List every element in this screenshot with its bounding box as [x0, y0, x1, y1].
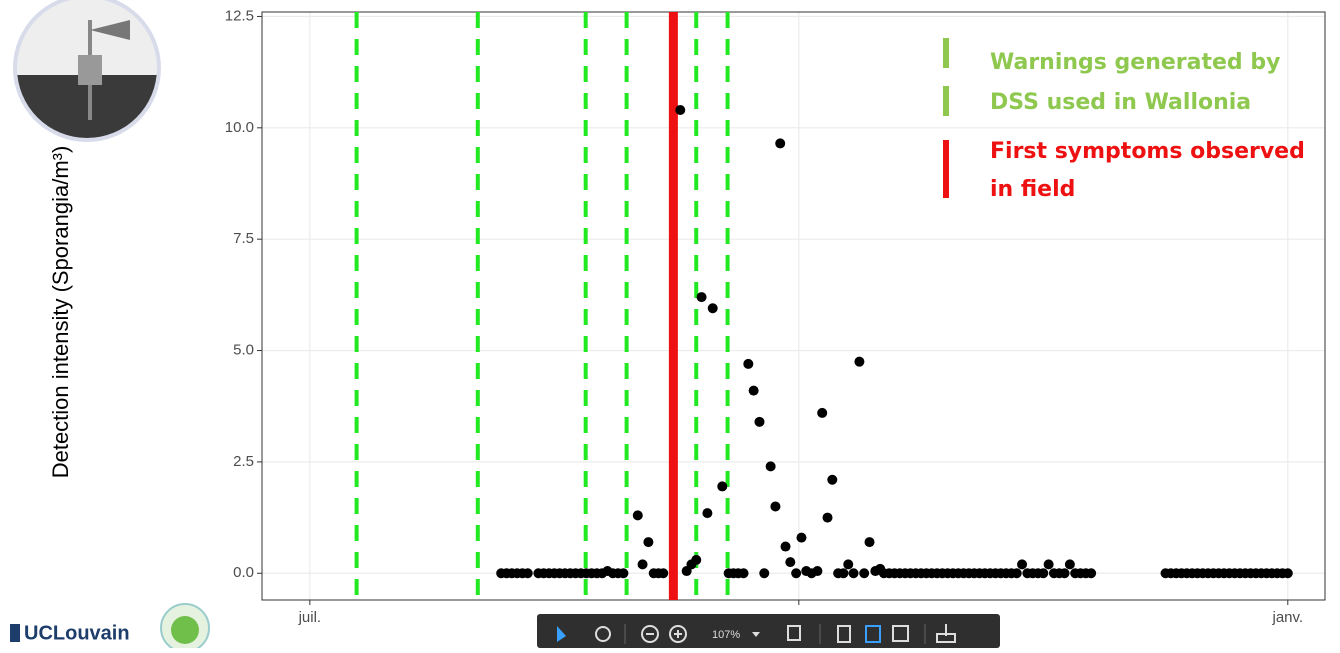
page: {"chart_data": {"type": "scatter", "y_la…: [0, 0, 1340, 648]
point: [1065, 559, 1075, 569]
point: [1086, 568, 1096, 578]
logo-text: UCLouvain: [24, 622, 130, 644]
legend-key: [943, 86, 949, 116]
point: [749, 386, 759, 396]
point: [843, 559, 853, 569]
x-tick-label: janv.: [1272, 609, 1304, 626]
point: [658, 568, 668, 578]
zoom-level[interactable]: 107%: [712, 629, 740, 641]
point: [638, 559, 648, 569]
point: [1038, 568, 1048, 578]
point: [775, 138, 785, 148]
logo: UCLouvain: [10, 604, 209, 648]
point: [1283, 568, 1293, 578]
point: [812, 566, 822, 576]
y-tick-label: 7.5: [233, 230, 254, 247]
point: [717, 481, 727, 491]
y-tick-label: 10.0: [225, 119, 254, 136]
point: [1017, 559, 1027, 569]
legend-label: Warnings generated by: [990, 50, 1280, 75]
point: [697, 292, 707, 302]
point: [766, 461, 776, 471]
point: [618, 568, 628, 578]
point: [675, 105, 685, 115]
chart: Detection intensity (Sporangia/m³) 0.0 2.…: [0, 0, 1340, 648]
point: [770, 501, 780, 511]
point: [1044, 559, 1054, 569]
point: [827, 475, 837, 485]
y-tick-label: 0.0: [233, 564, 254, 581]
point: [1012, 568, 1022, 578]
point: [708, 303, 718, 313]
point: [702, 508, 712, 518]
point: [817, 408, 827, 418]
y-axis-title: Detection intensity (Sporangia/m³): [48, 146, 73, 479]
point: [796, 533, 806, 543]
point: [633, 510, 643, 520]
toolbar: 107%: [537, 614, 1000, 648]
point: [523, 568, 533, 578]
point: [691, 555, 701, 565]
point: [781, 542, 791, 552]
y-tick-label: 12.5: [225, 7, 254, 24]
legend-label: DSS used in Wallonia: [990, 90, 1251, 115]
point: [754, 417, 764, 427]
point: [849, 568, 859, 578]
legend-label: in field: [990, 177, 1075, 202]
point: [823, 513, 833, 523]
legend-label: First symptoms observed: [990, 139, 1305, 164]
point: [859, 568, 869, 578]
point: [643, 537, 653, 547]
point: [1060, 568, 1070, 578]
y-tick-label: 2.5: [233, 453, 254, 470]
photo: [10, 0, 170, 155]
x-tick-label: juil.: [298, 609, 322, 626]
point: [854, 357, 864, 367]
point: [759, 568, 769, 578]
legend-key: [943, 140, 949, 198]
point: [743, 359, 753, 369]
point: [785, 557, 795, 567]
point: [838, 568, 848, 578]
y-tick-label: 5.0: [233, 342, 254, 359]
point: [791, 568, 801, 578]
point: [739, 568, 749, 578]
legend-key: [943, 38, 949, 68]
point: [865, 537, 875, 547]
